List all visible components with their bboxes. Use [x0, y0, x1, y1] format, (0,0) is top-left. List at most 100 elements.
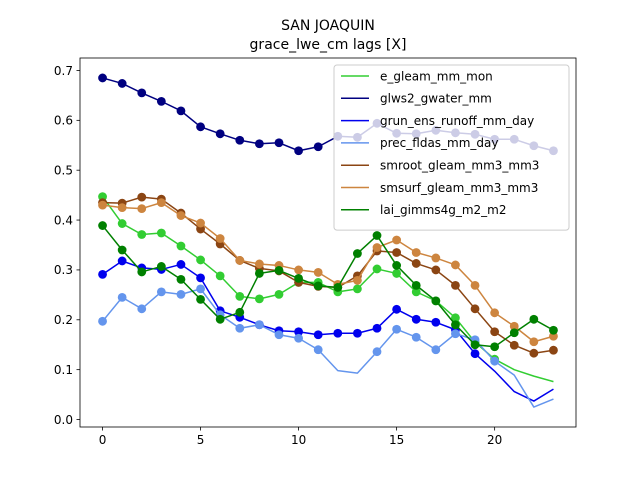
series-glws2-gwater-mm — [98, 73, 323, 156]
data-point — [470, 340, 480, 350]
data-point — [176, 211, 186, 220]
data-point — [274, 330, 284, 340]
data-point — [353, 284, 362, 294]
data-point — [451, 329, 460, 339]
data-point — [137, 192, 147, 202]
data-point — [490, 356, 500, 366]
data-point — [196, 255, 205, 265]
data-point — [235, 307, 245, 317]
data-point — [137, 267, 147, 277]
x-tick-label: 15 — [389, 433, 404, 447]
data-point — [254, 269, 264, 278]
data-point — [333, 282, 343, 292]
data-point — [431, 253, 441, 263]
axes-spines — [79, 57, 577, 428]
data-point — [372, 243, 382, 252]
data-point — [372, 231, 382, 240]
data-point — [313, 281, 323, 291]
data-point — [176, 260, 186, 269]
data-point — [156, 228, 166, 238]
data-point — [509, 321, 519, 331]
data-point — [392, 269, 402, 278]
data-point — [372, 264, 382, 274]
x-tick-label: 0 — [99, 433, 107, 447]
data-point — [313, 345, 323, 355]
data-point — [98, 200, 107, 210]
data-point — [490, 308, 500, 318]
legend-item: e_gleam_mm_mon — [341, 69, 493, 83]
data-point — [156, 96, 166, 106]
data-point — [215, 234, 225, 243]
data-point — [509, 328, 519, 338]
data-point — [392, 235, 402, 245]
data-point — [137, 230, 147, 239]
data-point — [254, 294, 264, 304]
legend-item: smsurf_gleam_mm3_mm3 — [341, 181, 538, 195]
data-point — [294, 327, 303, 337]
data-point — [313, 142, 323, 152]
data-point — [156, 262, 166, 271]
data-point — [411, 287, 421, 297]
data-point — [254, 259, 264, 269]
data-point — [137, 88, 147, 98]
data-point — [215, 314, 225, 324]
data-point — [529, 314, 539, 324]
data-point — [529, 337, 539, 347]
legend-box — [333, 64, 570, 231]
data-point — [215, 271, 225, 281]
legend-item: glws2_gwater_mm — [341, 92, 492, 106]
data-point — [353, 328, 362, 338]
chart-subtitle: grace_lwe_cm lags [X] — [250, 37, 407, 53]
data-point — [156, 287, 166, 297]
data-point — [451, 320, 460, 330]
legend-label: glws2_gwater_mm — [380, 92, 492, 106]
data-point — [98, 316, 107, 326]
data-point — [353, 276, 362, 285]
y-tick-label: 0.4 — [54, 213, 73, 227]
legend-label: smsurf_gleam_mm3_mm3 — [380, 181, 538, 195]
data-point — [117, 219, 127, 228]
data-point — [176, 289, 186, 299]
data-point — [372, 323, 382, 333]
data-point — [333, 328, 343, 338]
data-point — [137, 204, 147, 213]
y-tick-label: 0.3 — [54, 263, 73, 277]
data-point — [235, 323, 245, 333]
x-tick-label: 10 — [291, 433, 306, 447]
data-point — [470, 349, 480, 359]
data-point — [196, 218, 205, 228]
data-point — [392, 261, 402, 270]
data-point — [254, 320, 264, 330]
chart-title: SAN JOAQUIN — [281, 18, 375, 34]
data-point — [176, 106, 186, 116]
data-point — [490, 342, 500, 352]
data-point — [196, 294, 205, 304]
data-point — [431, 317, 441, 327]
y-tick-label: 0.1 — [54, 363, 73, 377]
legend-label: lai_gimms4g_m2_m2 — [380, 203, 507, 217]
data-point — [98, 73, 107, 83]
legend-item: smroot_gleam_mm3_mm3 — [341, 159, 539, 173]
data-point — [274, 266, 284, 275]
data-point — [353, 249, 362, 258]
legend-label: smroot_gleam_mm3_mm3 — [380, 159, 539, 173]
data-point — [431, 296, 441, 306]
data-point — [117, 203, 127, 212]
data-point — [470, 304, 480, 314]
data-point — [235, 291, 245, 301]
data-point — [215, 129, 225, 139]
data-point — [392, 324, 402, 334]
data-point — [372, 347, 382, 357]
y-axis: 0.0 0.1 0.2 0.3 0.4 0.5 0.6 0.7 — [54, 64, 80, 427]
data-point — [254, 139, 264, 149]
data-point — [117, 79, 127, 88]
data-point — [235, 135, 245, 145]
x-tick-label: 20 — [487, 433, 502, 447]
data-point — [549, 345, 558, 355]
data-point — [470, 280, 480, 290]
y-tick-label: 0.2 — [54, 313, 73, 327]
data-point — [411, 248, 421, 257]
y-tick-label: 0.0 — [54, 413, 73, 427]
legend: e_gleam_mm_mon glws2_gwater_mm grun_ens_ru… — [333, 64, 570, 231]
